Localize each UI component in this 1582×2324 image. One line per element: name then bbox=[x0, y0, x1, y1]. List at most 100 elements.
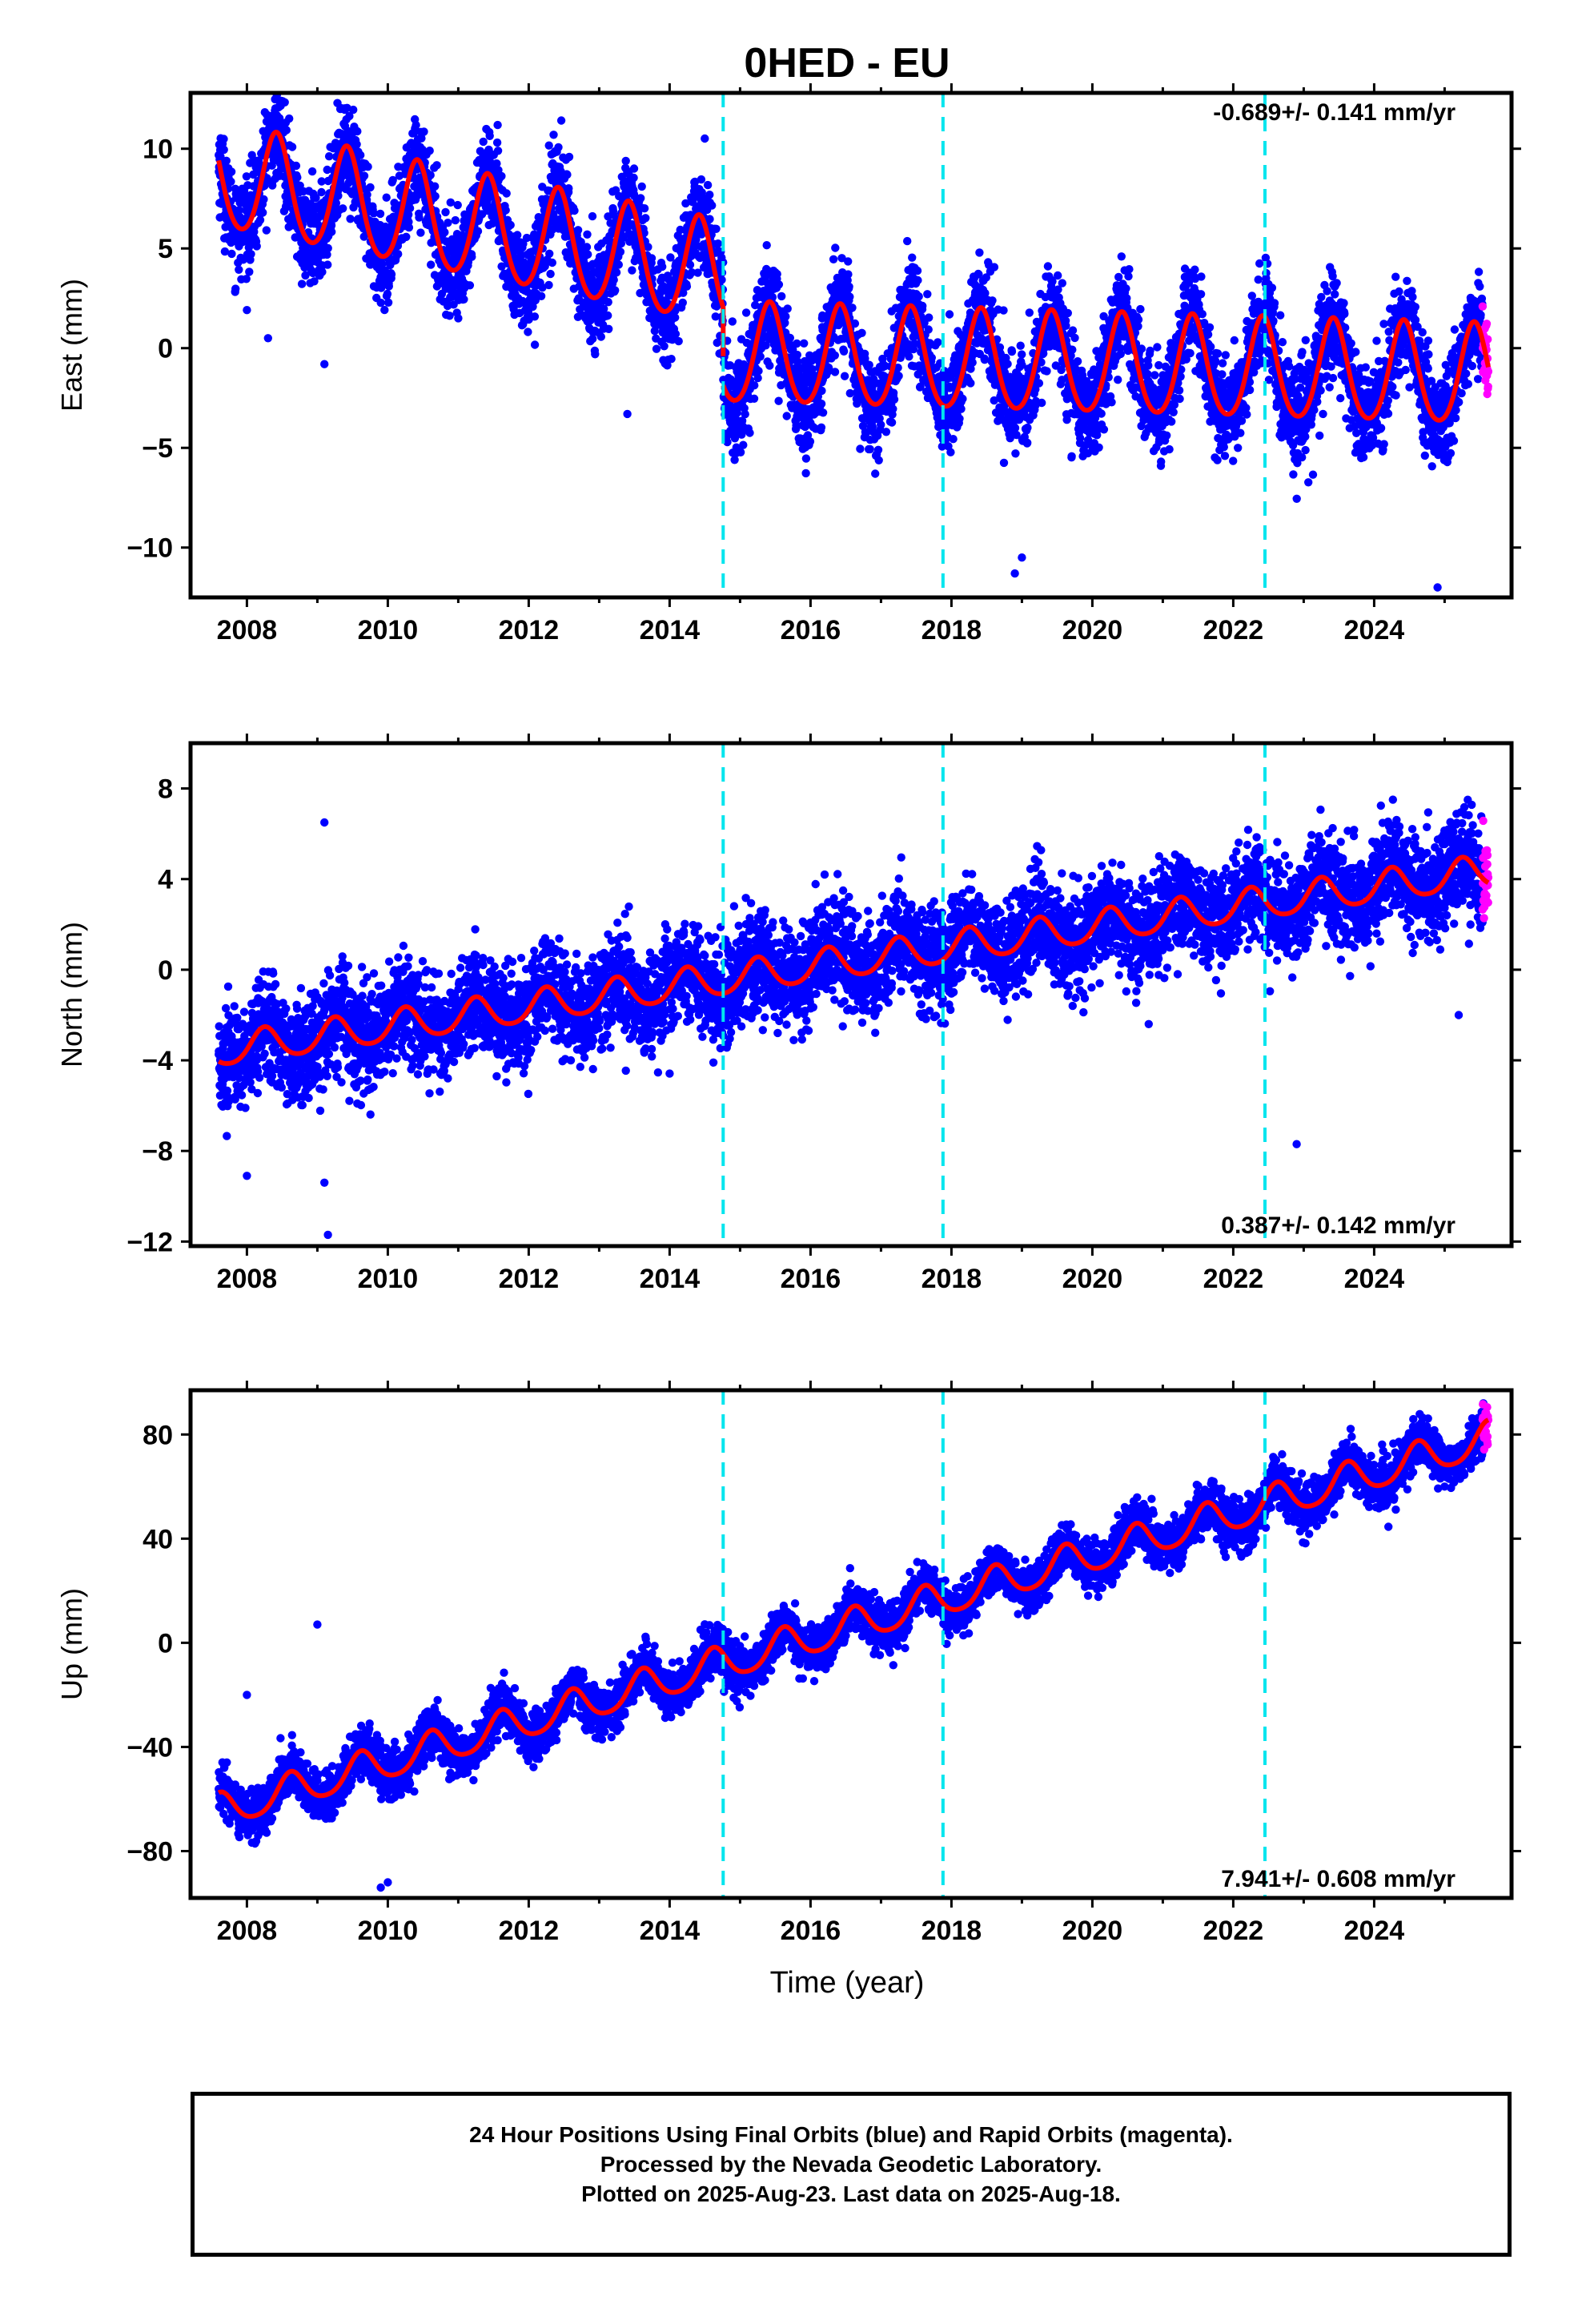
data-point bbox=[369, 209, 378, 218]
data-point bbox=[554, 143, 563, 152]
data-point bbox=[259, 208, 267, 217]
data-point bbox=[857, 328, 866, 337]
data-point bbox=[999, 458, 1009, 468]
data-point bbox=[345, 111, 354, 121]
panels: 2008 2010 2012 2014 2016 2018 2020 2022 20241050… bbox=[55, 70, 1521, 1946]
data-point bbox=[1043, 262, 1053, 271]
data-point bbox=[990, 263, 999, 271]
data-point bbox=[889, 404, 897, 413]
data-point bbox=[611, 286, 620, 295]
data-point bbox=[856, 444, 865, 453]
data-point bbox=[564, 152, 574, 162]
data-point bbox=[588, 211, 597, 221]
data-point bbox=[949, 435, 958, 444]
data-point bbox=[1136, 304, 1145, 314]
data-point bbox=[404, 223, 414, 232]
data-point bbox=[877, 420, 885, 429]
data-point bbox=[1122, 294, 1131, 303]
data-point bbox=[252, 242, 261, 251]
data-point bbox=[227, 167, 236, 176]
data-point bbox=[705, 215, 714, 223]
data-point bbox=[905, 352, 913, 361]
data-point bbox=[1068, 345, 1077, 354]
data-point bbox=[658, 262, 667, 271]
data-point bbox=[713, 239, 723, 248]
data-point bbox=[1124, 271, 1133, 281]
data-point bbox=[317, 177, 326, 186]
data-point bbox=[427, 260, 436, 269]
data-point bbox=[674, 336, 683, 346]
data-point bbox=[660, 342, 669, 351]
data-point bbox=[293, 173, 302, 182]
data-point bbox=[1174, 386, 1184, 395]
data-point bbox=[616, 247, 625, 256]
data-point bbox=[544, 280, 553, 290]
data-point bbox=[331, 199, 340, 207]
data-point bbox=[342, 70, 350, 78]
data-point bbox=[756, 352, 765, 361]
data-point bbox=[420, 127, 428, 136]
data-point bbox=[1042, 367, 1051, 376]
data-point bbox=[750, 381, 759, 390]
data-point bbox=[749, 394, 759, 403]
data-point bbox=[777, 292, 786, 301]
data-point bbox=[774, 280, 784, 289]
data-point bbox=[255, 215, 265, 224]
data-point bbox=[416, 228, 425, 237]
data-point bbox=[785, 333, 794, 343]
data-point bbox=[323, 165, 331, 175]
data-point bbox=[545, 249, 554, 258]
data-point bbox=[363, 163, 372, 171]
data-point bbox=[506, 220, 515, 230]
data-point bbox=[1011, 449, 1020, 458]
data-point bbox=[431, 182, 440, 191]
data-point bbox=[584, 250, 592, 259]
data-point bbox=[479, 137, 488, 147]
data-point bbox=[753, 373, 762, 383]
data-point bbox=[1107, 398, 1116, 407]
data-point bbox=[501, 206, 510, 215]
data-point bbox=[1134, 315, 1143, 324]
data-point bbox=[1007, 347, 1017, 356]
data-point bbox=[1094, 443, 1103, 452]
data-point bbox=[637, 182, 646, 191]
data-point bbox=[817, 400, 826, 408]
data-point bbox=[946, 448, 955, 456]
data-point bbox=[1175, 394, 1184, 404]
data-point bbox=[259, 195, 268, 204]
data-point bbox=[334, 191, 343, 200]
data-point bbox=[582, 243, 592, 251]
data-point bbox=[889, 395, 899, 404]
data-point bbox=[363, 190, 371, 199]
data-point bbox=[1137, 344, 1146, 353]
data-point bbox=[346, 215, 355, 223]
data-point bbox=[845, 292, 854, 301]
data-point bbox=[1176, 372, 1185, 381]
data-point bbox=[359, 171, 369, 180]
data-point bbox=[318, 267, 327, 276]
data-point bbox=[881, 428, 891, 436]
data-point bbox=[1038, 398, 1046, 408]
data-point bbox=[245, 267, 254, 276]
data-point bbox=[460, 295, 468, 304]
data-point bbox=[604, 298, 612, 307]
data-point bbox=[1068, 326, 1078, 335]
data-point bbox=[446, 198, 455, 207]
data-point bbox=[451, 215, 460, 225]
data-point bbox=[1025, 308, 1034, 317]
data-point bbox=[1099, 425, 1109, 434]
data-point bbox=[923, 290, 932, 299]
data-point bbox=[741, 308, 751, 317]
data-point bbox=[741, 410, 749, 419]
data-point bbox=[339, 204, 347, 213]
data-point bbox=[380, 305, 389, 315]
data-point bbox=[903, 236, 912, 246]
data-point bbox=[546, 269, 555, 279]
data-point bbox=[285, 114, 294, 123]
data-point bbox=[697, 175, 706, 184]
data-point bbox=[297, 279, 307, 288]
data-point bbox=[685, 260, 695, 269]
data-point bbox=[493, 120, 502, 130]
final-orbit-points bbox=[215, 70, 1488, 592]
data-point bbox=[1023, 423, 1032, 432]
